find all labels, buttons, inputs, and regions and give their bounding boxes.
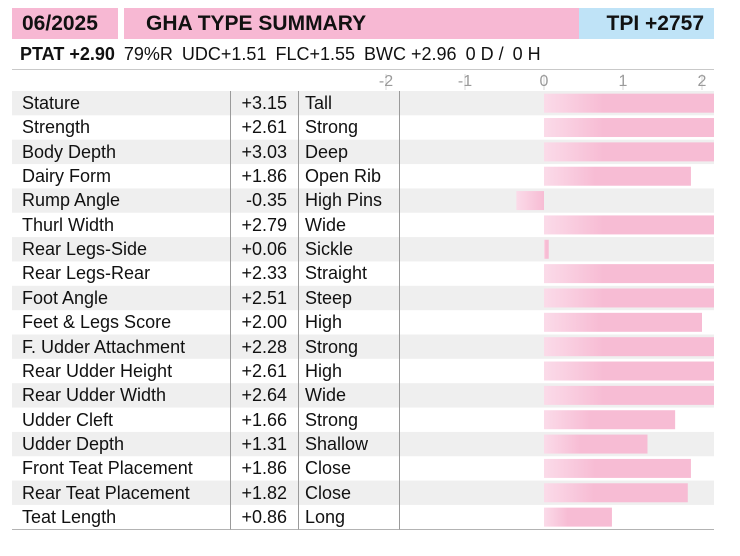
date-badge: 06/2025 — [12, 8, 118, 39]
trait-value: +0.06 — [241, 239, 287, 260]
trait-value: +1.86 — [241, 166, 287, 187]
trait-descriptor: Straight — [305, 263, 368, 284]
trait-name: Rear Udder Height — [22, 360, 173, 381]
trait-value: +3.03 — [241, 141, 287, 162]
trait-descriptor: Strong — [305, 409, 359, 430]
trait-bar — [544, 264, 714, 284]
trait-value: +3.15 — [241, 93, 287, 113]
bar-chart-svg: -2 -1 0 1 2 — [12, 73, 714, 530]
trait-name: Rear Legs-Side — [22, 239, 148, 260]
tpi-value: TPI +2757 — [606, 12, 704, 35]
trait-bar — [544, 215, 714, 235]
trait-value: +1.86 — [241, 458, 287, 479]
axis-tick-label: 1 — [619, 73, 628, 90]
bwc-value: BWC +2.96 — [364, 44, 457, 64]
trait-name: Rear Legs-Rear — [22, 263, 151, 284]
trait-name: Foot Angle — [22, 287, 109, 308]
row-shade — [12, 237, 714, 262]
trait-bar — [544, 142, 714, 162]
evaluation-date: 06/2025 — [22, 12, 98, 35]
trait-bar — [544, 458, 691, 478]
trait-descriptor: Shallow — [305, 433, 369, 454]
trait-descriptor: Deep — [305, 141, 349, 162]
trait-value: +2.61 — [241, 117, 287, 138]
trait-descriptor: High — [305, 360, 343, 381]
summary-divider — [12, 69, 714, 70]
trait-name: Rear Udder Width — [22, 385, 167, 406]
trait-value: +2.33 — [241, 263, 287, 284]
trait-value: +1.31 — [241, 433, 287, 454]
trait-value: +2.00 — [241, 312, 287, 333]
trait-descriptor: Wide — [305, 214, 347, 235]
trait-value: +1.82 — [241, 482, 287, 503]
ptat-value: PTAT +2.90 — [20, 44, 115, 64]
trait-descriptor: Sickle — [305, 239, 354, 260]
trait-bar — [544, 385, 714, 405]
trait-bar — [544, 507, 612, 527]
axis-tick-label: 0 — [540, 73, 549, 90]
axis-tick-label: 2 — [698, 73, 707, 90]
trait-descriptor: Close — [305, 458, 352, 479]
trait-descriptor: Long — [305, 506, 346, 527]
trait-name: Teat Length — [22, 506, 117, 527]
trait-value: +2.61 — [241, 360, 287, 381]
udc-value: UDC+1.51 — [181, 44, 267, 64]
trait-descriptor: Open Rib — [305, 166, 382, 187]
trait-value: +2.28 — [241, 336, 287, 357]
trait-value: +2.51 — [241, 287, 287, 308]
trait-name: Udder Depth — [22, 433, 125, 454]
trait-name: F. Udder Attachment — [22, 336, 186, 357]
trait-name: Udder Cleft — [22, 409, 114, 430]
herds-count: 0 H — [512, 44, 541, 64]
trait-bar — [544, 410, 676, 430]
summary-title: GHA TYPE SUMMARY — [146, 12, 367, 35]
trait-descriptor: High Pins — [305, 190, 383, 211]
trait-name: Thurl Width — [22, 214, 115, 235]
trait-descriptor: High — [305, 312, 343, 333]
type-traits-chart: -2 -1 0 1 2 Stature +3.15 Tall Strength +2.61 Str… — [12, 70, 714, 530]
trait-name: Rear Teat Placement — [22, 482, 190, 503]
reliability-value: 79%R — [123, 44, 173, 64]
trait-bar — [544, 166, 691, 186]
trait-bar — [544, 312, 702, 332]
trait-descriptor: Steep — [305, 287, 353, 308]
trait-name: Feet & Legs Score — [22, 312, 172, 333]
trait-bar — [544, 483, 688, 503]
trait-name: Stature — [22, 93, 81, 113]
trait-bar — [544, 434, 648, 454]
axis-tick-label: -2 — [379, 73, 393, 90]
trait-name: Rump Angle — [22, 190, 121, 211]
trait-bar — [544, 361, 714, 381]
summary-header: 06/2025 GHA TYPE SUMMARY TPI +2757 — [12, 8, 714, 39]
trait-value: +2.64 — [241, 385, 287, 406]
trait-bar — [544, 337, 714, 357]
trait-descriptor: Close — [305, 482, 352, 503]
trait-value: +2.79 — [241, 214, 287, 235]
trait-bar — [516, 191, 544, 211]
trait-descriptor: Wide — [305, 385, 347, 406]
trait-name: Body Depth — [22, 141, 117, 162]
trait-bar — [544, 288, 714, 308]
daughters-count: 0 D / — [465, 44, 504, 64]
trait-value: -0.35 — [245, 190, 287, 211]
summary-line: PTAT +2.90 79%R UDC+1.51 FLC+1.55 BWC +2.96 0… — [20, 43, 550, 65]
trait-name: Strength — [22, 117, 91, 138]
trait-bar — [544, 93, 714, 113]
trait-name: Dairy Form — [22, 166, 111, 187]
trait-descriptor: Strong — [305, 117, 359, 138]
trait-bar — [544, 239, 549, 259]
axis-tick-label: -1 — [458, 73, 472, 90]
title-banner: GHA TYPE SUMMARY — [124, 8, 587, 39]
trait-name: Front Teat Placement — [22, 458, 193, 479]
tpi-badge: TPI +2757 — [579, 8, 714, 39]
trait-descriptor: Tall — [305, 93, 333, 113]
trait-descriptor: Strong — [305, 336, 359, 357]
trait-bar — [544, 118, 714, 138]
flc-value: FLC+1.55 — [275, 44, 356, 64]
trait-value: +1.66 — [241, 409, 287, 430]
row-shade — [12, 188, 714, 213]
trait-value: +0.86 — [241, 506, 287, 527]
